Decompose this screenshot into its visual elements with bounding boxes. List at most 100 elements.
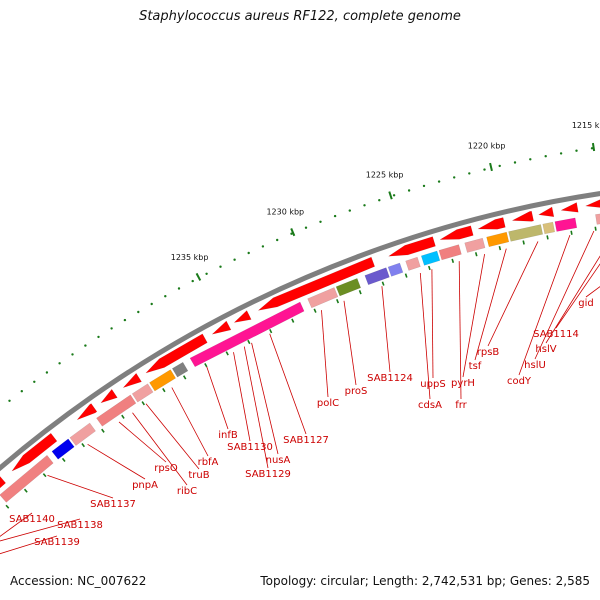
gene-arrow [51, 438, 75, 460]
inner-tick [162, 387, 166, 393]
scale-dot [363, 204, 366, 207]
gene-arrow [0, 454, 54, 503]
gene-arrow [171, 361, 189, 378]
leader-line [474, 248, 507, 361]
gene-arrow [233, 310, 252, 323]
leader-line [518, 234, 571, 376]
gene-arrow [257, 256, 376, 311]
scale-dot [233, 258, 236, 261]
scale-label: 1230 kbp [266, 208, 304, 217]
inner-tick [5, 504, 10, 509]
inner-tick [570, 230, 573, 235]
inner-tick [141, 401, 146, 406]
gene-label: SAB1140 [9, 514, 55, 525]
gene-arrow [438, 244, 462, 261]
scale-label: 1220 kbp [468, 142, 506, 151]
gene-label: SAB1138 [57, 520, 103, 531]
gene-label: SAB1127 [283, 435, 329, 446]
scale-dot [392, 194, 396, 197]
gene-arrow [96, 394, 137, 427]
scale-major-tick [489, 162, 493, 172]
leader-line [132, 412, 188, 486]
leader-line [87, 443, 146, 480]
gene-arrow [595, 213, 600, 225]
scale-dot [348, 209, 351, 212]
scale-dot [498, 164, 501, 168]
scale-label: 1225 kbp [366, 170, 404, 179]
scale-dot [137, 310, 140, 314]
scale-dot [378, 199, 381, 202]
gene-arrow [100, 388, 118, 404]
scale-major-tick [290, 228, 296, 237]
gene-label: SAB1129 [245, 469, 291, 480]
gene-arrow [307, 287, 339, 309]
gene-label: tsf [469, 361, 482, 372]
gene-arrow [211, 320, 232, 335]
reverse-genes [0, 213, 600, 503]
scale-dot [20, 390, 23, 393]
gene-label: hslU [524, 360, 546, 371]
gene-label: truB [188, 470, 209, 481]
scale-dot [453, 176, 456, 179]
scale-dot [110, 327, 113, 330]
genome-backbone [0, 191, 600, 472]
gene-arrow [387, 262, 404, 277]
leader-line [0, 535, 58, 555]
gene-label: rpsB [477, 347, 500, 358]
scale-major-tick [195, 272, 202, 281]
inner-tick [474, 252, 478, 257]
scale-dot [205, 272, 208, 275]
inner-tick [498, 246, 502, 251]
scale-dot [8, 399, 11, 402]
inner-tick [594, 226, 597, 231]
scale-dot [123, 318, 127, 322]
inner-tick [42, 473, 47, 478]
leader-line [118, 421, 167, 463]
scale-dot [319, 220, 322, 223]
gene-arrow [387, 236, 436, 257]
scale-dot [177, 287, 181, 290]
scale-dot [247, 251, 250, 255]
inner-tick [404, 273, 408, 278]
scale-dot [84, 344, 87, 347]
gene-label: cdsA [418, 400, 442, 411]
leader-line [145, 403, 200, 470]
inner-tick [336, 299, 340, 304]
gene-label: SAB1139 [34, 537, 80, 548]
leader-line [206, 366, 229, 430]
gene-label: SAB1124 [367, 373, 413, 384]
gene-labels: gid SAB1114 hslV hslU codY rpsB tsf pyrH frruppS… [0, 230, 600, 555]
scale-dot [559, 152, 563, 155]
inner-tick [522, 240, 525, 245]
scale-dot [513, 161, 517, 164]
inner-tick [451, 258, 455, 264]
scale-dot [468, 172, 471, 175]
scale-dot [483, 168, 486, 171]
gene-label: nusA [266, 455, 291, 466]
scale-dot [333, 214, 337, 218]
gene-label: SAB1137 [90, 499, 136, 510]
leader-line [431, 269, 434, 379]
gene-arrow [76, 403, 98, 421]
leader-line [343, 300, 357, 386]
gene-label: pyrH [451, 378, 475, 389]
inner-tick [204, 363, 208, 368]
inner-tick [313, 308, 317, 313]
scale-dot [97, 335, 100, 339]
gene-label: SAB1114 [533, 329, 579, 340]
gene-arrow [554, 217, 578, 232]
gene-arrow [420, 250, 441, 266]
scale-dot [276, 238, 279, 242]
gene-label: pnpA [132, 480, 158, 491]
scale-major-tick [591, 142, 596, 152]
leader-line [47, 475, 114, 499]
gene-arrow [0, 475, 7, 489]
gene-arrow [405, 256, 421, 271]
inner-ticks [5, 226, 597, 509]
leader-line [419, 272, 431, 400]
scale-dot [58, 362, 61, 365]
gene-label: infB [218, 430, 238, 441]
gene-label: polC [317, 398, 339, 409]
gene-arrow [477, 217, 506, 230]
